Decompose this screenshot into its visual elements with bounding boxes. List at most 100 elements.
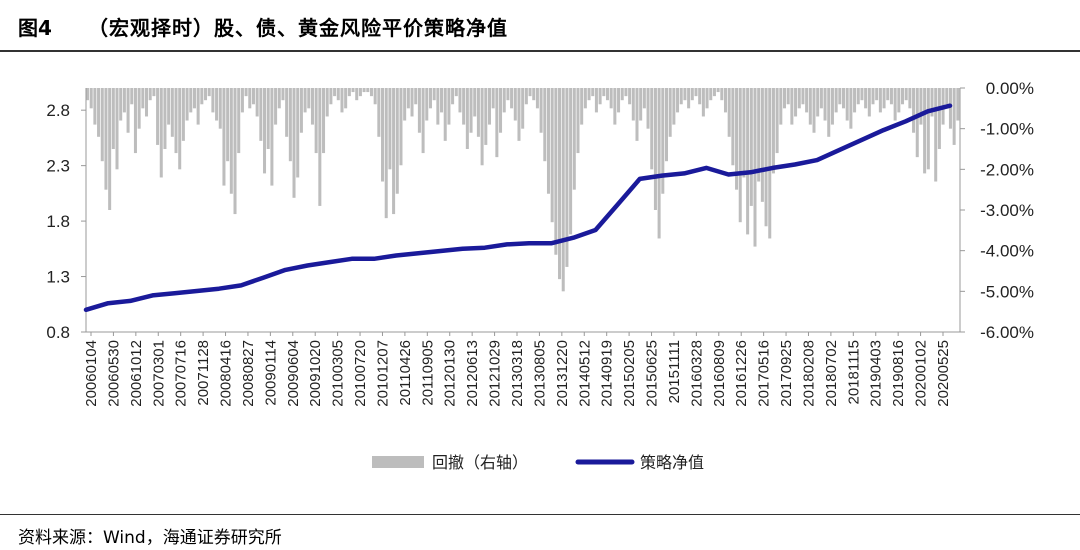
drawdown-bar: [668, 88, 672, 137]
drawdown-bar: [587, 88, 591, 101]
drawdown-bar: [381, 88, 385, 182]
drawdown-bar: [145, 88, 149, 117]
drawdown-bar: [801, 88, 805, 105]
drawdown-bar: [436, 88, 440, 125]
drawdown-bar: [373, 88, 377, 105]
drawdown-bar: [687, 88, 691, 109]
drawdown-bar: [104, 88, 108, 190]
drawdown-bar: [948, 88, 952, 129]
drawdown-bar: [414, 88, 418, 105]
drawdown-bar: [554, 88, 558, 255]
drawdown-bar: [362, 88, 366, 93]
drawdown-bar: [628, 88, 632, 105]
drawdown-bar: [849, 88, 853, 129]
drawdown-bar: [200, 88, 204, 105]
x-tick-label: 20110905: [419, 340, 436, 406]
legend-label-drawdown: 回撤（右轴）: [432, 453, 528, 472]
drawdown-bar: [499, 88, 503, 133]
x-tick-label: 20200525: [935, 340, 952, 407]
drawdown-bar: [805, 88, 809, 113]
right-tick-label: -1.00%: [980, 120, 1034, 139]
drawdown-bar: [753, 88, 757, 247]
drawdown-bar: [746, 88, 750, 235]
drawdown-bar: [912, 88, 916, 133]
drawdown-bar: [856, 88, 860, 105]
drawdown-bar: [410, 88, 414, 117]
drawdown-bar: [919, 88, 923, 125]
drawdown-bar: [314, 88, 318, 154]
drawdown-bar: [399, 88, 403, 166]
drawdown-bar: [867, 88, 871, 117]
drawdown-bar: [812, 88, 816, 133]
drawdown-bar: [484, 88, 488, 145]
drawdown-bar: [639, 88, 643, 121]
drawdown-bar: [521, 88, 525, 129]
drawdown-bar: [480, 88, 484, 166]
drawdown-bar: [167, 88, 171, 125]
x-tick-label: 20071128: [195, 340, 212, 406]
drawdown-bar: [657, 88, 661, 239]
drawdown-bar: [782, 88, 787, 109]
x-tick-label: 20200102: [913, 340, 930, 407]
x-tick-label: 20080416: [218, 340, 235, 407]
drawdown-bar: [406, 88, 410, 109]
drawdown-bar: [226, 88, 230, 162]
drawdown-bar: [351, 88, 355, 93]
drawdown-bar: [550, 88, 554, 223]
drawdown-bar: [853, 88, 857, 113]
x-tick-label: 20090114: [262, 340, 279, 406]
drawdown-bar: [594, 88, 598, 113]
drawdown-bar: [893, 88, 897, 121]
drawdown-bar: [624, 88, 628, 97]
x-tick-label: 20180208: [801, 340, 818, 407]
drawdown-bar: [126, 88, 130, 133]
drawdown-bar: [285, 88, 289, 137]
drawdown-bar: [185, 88, 189, 121]
drawdown-bar: [731, 88, 735, 166]
right-tick-label: -2.00%: [980, 160, 1034, 179]
drawdown-bar: [528, 88, 532, 97]
x-tick-label: 20060104: [83, 340, 100, 407]
x-tick-label: 20170516: [756, 340, 773, 407]
drawdown-bar: [451, 88, 455, 105]
drawdown-bar: [926, 88, 930, 170]
drawdown-bar: [510, 88, 514, 109]
drawdown-bar: [757, 88, 761, 182]
drawdown-bar: [495, 88, 499, 158]
drawdown-bar: [742, 88, 746, 178]
drawdown-bar: [676, 88, 680, 113]
drawdown-bar: [513, 88, 517, 121]
drawdown-bar: [650, 88, 654, 170]
drawdown-bar: [646, 88, 650, 129]
drawdown-bar: [296, 88, 300, 178]
x-tick-label: 20120613: [464, 340, 481, 407]
drawdown-bar: [827, 88, 831, 137]
drawdown-bar: [749, 88, 753, 206]
x-tick-label: 20080827: [240, 340, 257, 407]
drawdown-bar: [808, 88, 812, 125]
figure-label: 图4: [18, 16, 52, 40]
drawdown-bar: [428, 88, 432, 109]
drawdown-bar: [207, 88, 211, 97]
drawdown-bar: [694, 88, 698, 97]
drawdown-bar: [524, 88, 528, 105]
drawdown-bar: [248, 88, 252, 109]
drawdown-bar: [281, 88, 285, 101]
drawdown-bar: [443, 88, 447, 141]
x-tick-label: 20151111: [666, 340, 683, 403]
left-tick-label: 1.3: [46, 268, 70, 287]
drawdown-bar: [517, 88, 521, 141]
drawdown-bar: [543, 88, 547, 162]
drawdown-bar: [539, 88, 543, 133]
drawdown-bar: [871, 88, 875, 105]
drawdown-bar: [897, 88, 901, 113]
drawdown-bar: [141, 88, 145, 109]
drawdown-bar: [469, 88, 473, 133]
drawdown-bar: [653, 88, 657, 210]
left-tick-label: 2.8: [46, 101, 70, 120]
drawdown-bar: [303, 88, 307, 113]
drawdown-bar: [417, 88, 421, 133]
drawdown-bar: [392, 88, 396, 215]
drawdown-bar: [502, 88, 506, 113]
drawdown-bar: [366, 88, 370, 93]
